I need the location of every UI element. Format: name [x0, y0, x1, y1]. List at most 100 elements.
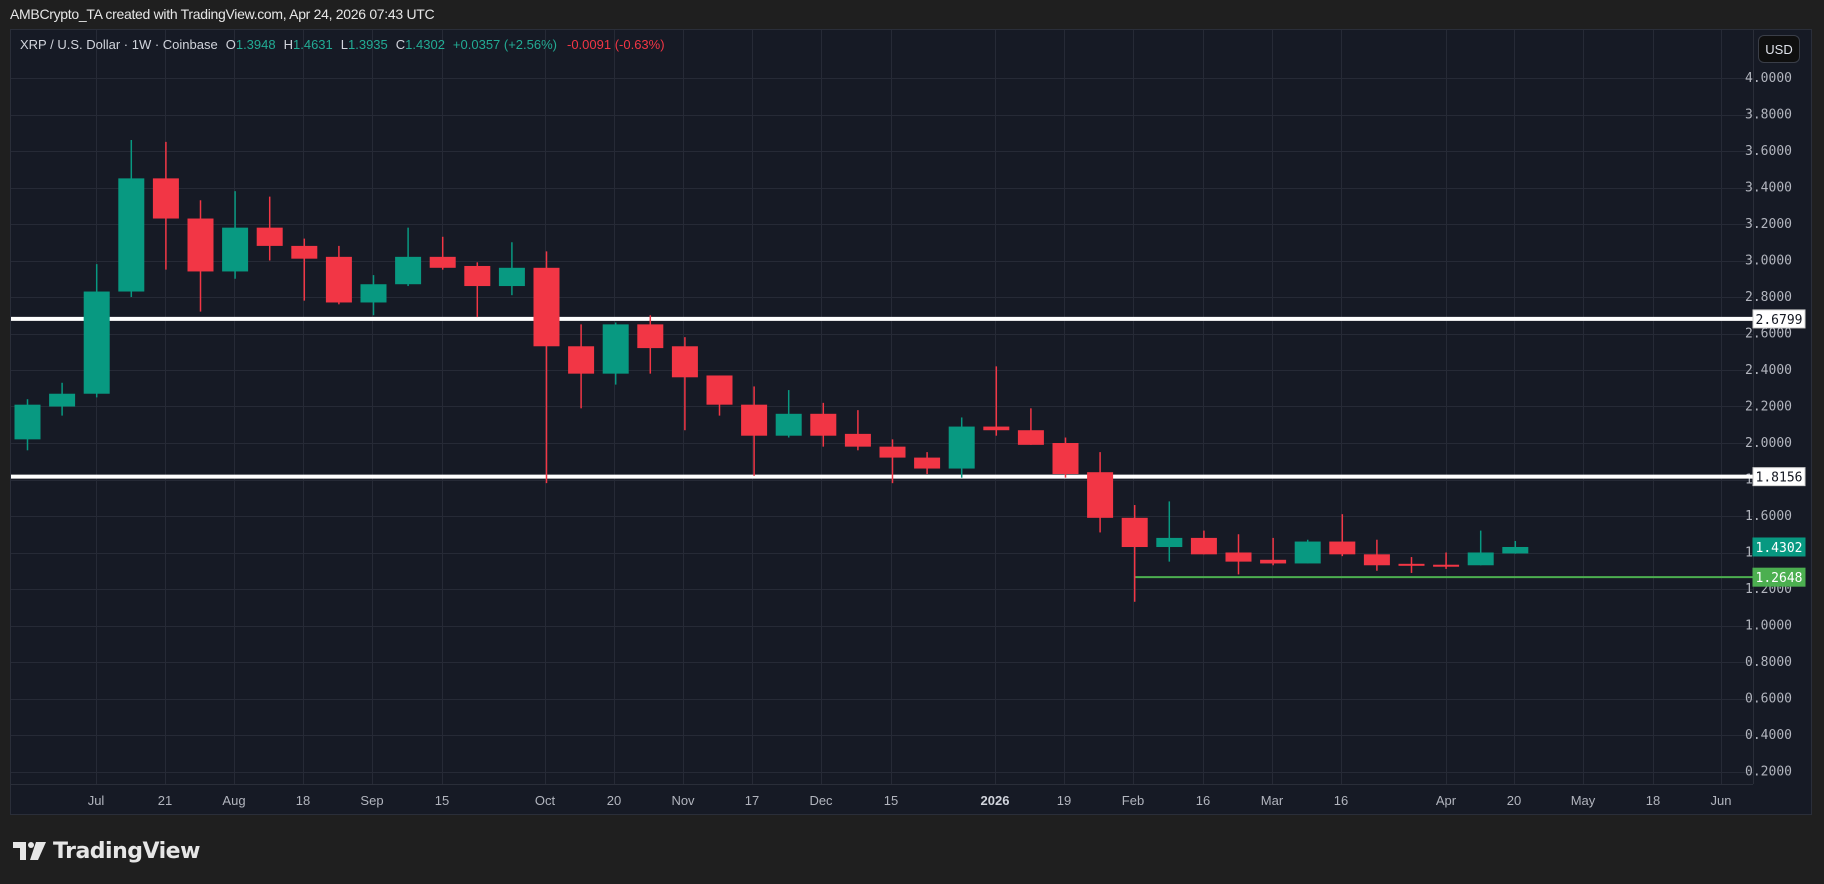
hline-price-label: 1.8156 [1752, 467, 1806, 487]
time-axis-label: Nov [671, 793, 695, 808]
time-axis-label: 15 [435, 793, 449, 808]
candle [1294, 539, 1321, 564]
candle [429, 236, 456, 270]
candle [1467, 530, 1494, 566]
symbol-title[interactable]: XRP / U.S. Dollar · 1W · Coinbase [20, 37, 218, 52]
chart-frame [10, 29, 1812, 815]
candle [1156, 501, 1183, 562]
price-axis-label: 0.2000 [1745, 765, 1792, 780]
price-axis-label: 2.0000 [1745, 436, 1792, 451]
price-axis-label: 0.6000 [1745, 692, 1792, 707]
time-axis-label: 18 [1646, 793, 1660, 808]
price-axis-label: 1.0000 [1745, 619, 1792, 634]
time-axis-label: Jul [88, 793, 105, 808]
candle [1017, 408, 1044, 445]
candle [291, 238, 318, 301]
support-price-label: 1.2648 [1752, 567, 1806, 587]
candle [741, 386, 768, 476]
candle [706, 375, 733, 416]
candle [152, 141, 179, 270]
currency-button[interactable]: USD [1758, 35, 1800, 63]
time-axis-label: Jun [1711, 793, 1732, 808]
price-axis-label: 3.8000 [1745, 108, 1792, 123]
candle [256, 196, 283, 261]
candle [83, 264, 110, 398]
time-axis-label: Apr [1436, 793, 1457, 808]
candle [533, 251, 560, 484]
hline-price-label: 2.6799 [1752, 309, 1806, 329]
candle [222, 191, 249, 279]
candle [360, 275, 387, 316]
candle [395, 227, 422, 287]
change-value-secondary: -0.0091 (-0.63%) [567, 37, 665, 52]
time-axis-label: 20 [1507, 793, 1521, 808]
price-axis-label: 2.4000 [1745, 363, 1792, 378]
candle [637, 315, 664, 374]
candle [914, 452, 941, 475]
candle [1398, 557, 1425, 573]
time-axis-label: Feb [1122, 793, 1144, 808]
price-axis-label: 1.6000 [1745, 509, 1792, 524]
low-label: L [340, 37, 348, 52]
candle [775, 390, 802, 438]
close-value: 1.4302 [405, 37, 445, 52]
time-axis-label: 16 [1196, 793, 1210, 808]
ohlc-legend: XRP / U.S. Dollar · 1W · Coinbase O 1.394… [20, 37, 665, 57]
candle [498, 242, 525, 296]
price-axis-label: 0.4000 [1745, 728, 1792, 743]
candle [983, 366, 1010, 436]
candle [1087, 452, 1114, 533]
candle [602, 322, 629, 385]
time-axis-label: 18 [296, 793, 310, 808]
candle [464, 262, 491, 318]
candle [568, 324, 595, 409]
candle [187, 200, 214, 312]
change-value: +0.0357 (+2.56%) [452, 37, 557, 52]
candle [948, 417, 975, 478]
svg-text:1.2648: 1.2648 [1756, 571, 1803, 586]
open-value: 1.3948 [235, 37, 276, 52]
price-axis-label: 2.8000 [1745, 290, 1792, 305]
candle [1225, 534, 1252, 575]
tradingview-logo: TradingView [13, 836, 200, 866]
time-axis-label: 2026 [981, 793, 1010, 808]
candle [1329, 514, 1356, 557]
candle [1260, 537, 1287, 566]
tradingview-logo-icon [13, 842, 46, 860]
candle [1363, 539, 1390, 571]
high-label: H [283, 37, 293, 52]
candle [671, 337, 698, 431]
tradingview-wordmark: TradingView [53, 838, 200, 864]
svg-text:1.4302: 1.4302 [1756, 541, 1803, 556]
candle [1121, 505, 1148, 602]
close-label: C [395, 37, 406, 52]
low-value: 1.3935 [348, 37, 388, 52]
high-value: 1.4631 [293, 37, 333, 52]
candle [118, 140, 145, 297]
candle [1433, 552, 1460, 569]
chart-credit: AMBCrypto_TA created with TradingView.co… [10, 6, 435, 22]
price-axis-label: 2.6000 [1745, 327, 1792, 342]
time-axis-label: 16 [1334, 793, 1348, 808]
price-axis-label: 3.0000 [1745, 254, 1792, 269]
candle [1190, 530, 1217, 555]
price-axis-label: 3.6000 [1745, 144, 1792, 159]
time-axis-label: Oct [535, 793, 556, 808]
candle [844, 410, 871, 451]
candle [810, 402, 837, 447]
time-axis-label: Mar [1261, 793, 1284, 808]
time-axis-label: Sep [360, 793, 383, 808]
candle [49, 382, 76, 416]
time-axis-label: 15 [884, 793, 898, 808]
time-axis-label: 17 [745, 793, 759, 808]
last-price-label: 1.4302 [1752, 537, 1806, 557]
candle [1502, 540, 1529, 554]
candle [879, 439, 906, 484]
open-label: O [225, 37, 236, 52]
price-axis-label: 2.2000 [1745, 400, 1792, 415]
time-axis-label: 19 [1057, 793, 1071, 808]
svg-text:2.6799: 2.6799 [1756, 313, 1803, 328]
time-axis-label: 20 [607, 793, 621, 808]
svg-text:1.8156: 1.8156 [1756, 471, 1803, 486]
